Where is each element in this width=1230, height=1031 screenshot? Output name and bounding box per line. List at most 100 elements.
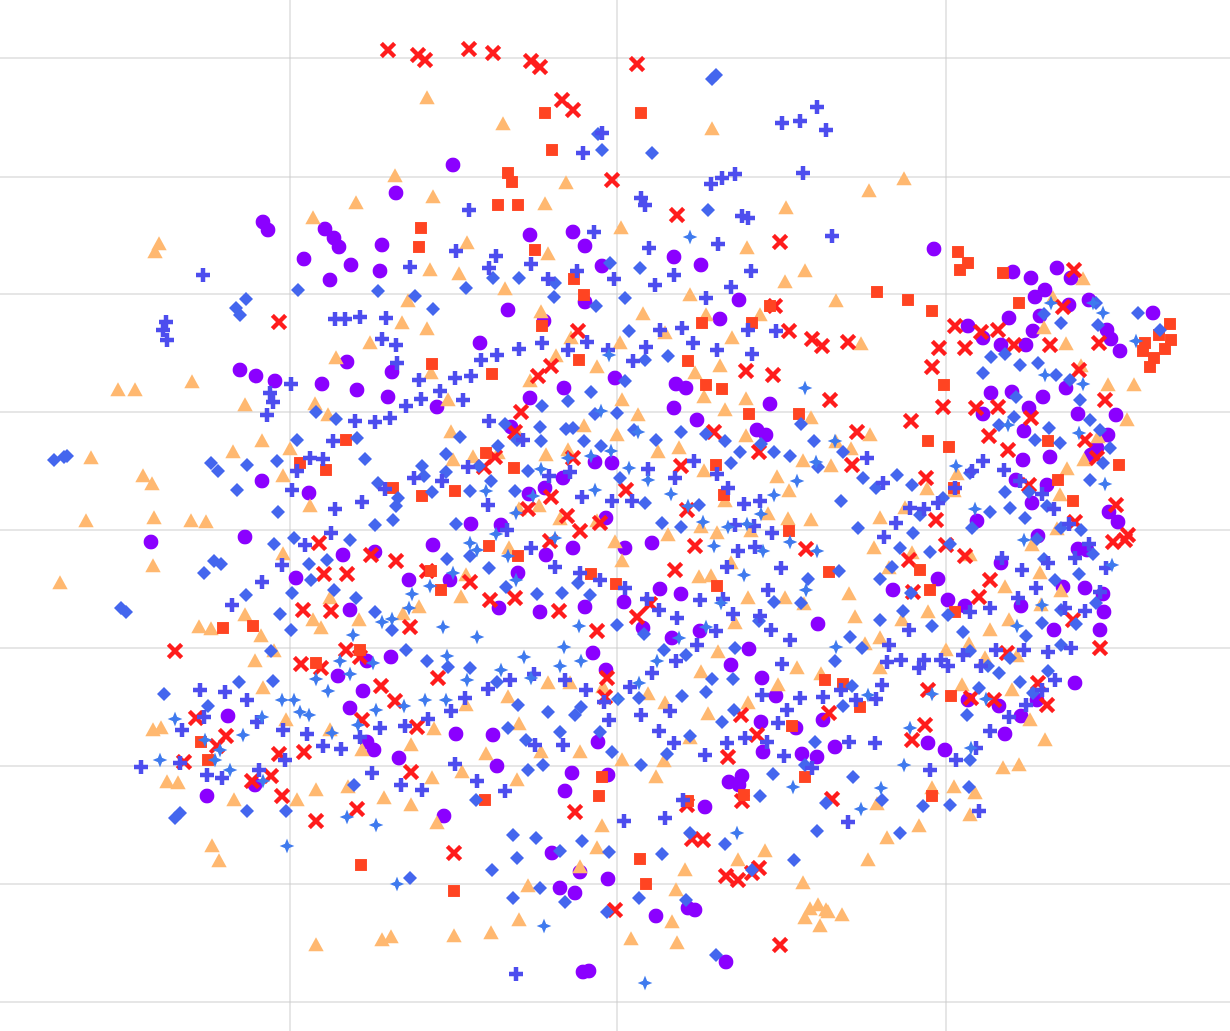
point-cross-22 — [542, 488, 560, 506]
point-diamond-210 — [529, 831, 543, 845]
point-plus-226 — [720, 736, 734, 750]
point-plus-219 — [556, 738, 570, 752]
point-triangle-154 — [1059, 461, 1075, 476]
point-circle-138 — [1103, 331, 1119, 347]
point-circle-137 — [1112, 343, 1128, 359]
point-square-14 — [426, 358, 438, 370]
point-diamond-249 — [906, 526, 920, 540]
point-cross-32 — [764, 366, 782, 384]
point-plus-33 — [699, 291, 713, 305]
point-triangle-143 — [1004, 682, 1020, 697]
point-triangle-8 — [537, 196, 553, 211]
point-triangle-45 — [135, 468, 151, 483]
point-triangle-98 — [429, 815, 445, 830]
point-plus-27 — [524, 257, 538, 271]
point-triangle-153 — [1052, 487, 1068, 502]
point-cross-138 — [970, 588, 988, 606]
point-diamond-198 — [875, 793, 889, 807]
point-diamond-109 — [484, 474, 498, 488]
point-diamond-31 — [439, 447, 453, 461]
point-diamond-12 — [426, 302, 440, 316]
point-triangle-119 — [589, 840, 605, 855]
point-diamond-24 — [661, 349, 675, 363]
point-triangle-239 — [717, 402, 733, 417]
point-plus-241 — [1048, 673, 1062, 687]
point-plus-138 — [903, 501, 917, 515]
point-diamond-72 — [347, 778, 361, 792]
point-cross-48 — [588, 622, 606, 640]
point-cross-4 — [484, 44, 502, 62]
point-triangle-149 — [1053, 583, 1069, 598]
point-triangle-226 — [511, 716, 527, 731]
point-square-26 — [512, 550, 524, 562]
point-diamond-190 — [992, 666, 1006, 680]
point-triangle-61 — [453, 589, 469, 604]
point-plus-90 — [737, 497, 751, 511]
point-triangle-196 — [538, 447, 554, 462]
point-triangle-139 — [995, 760, 1011, 775]
point-plus-28 — [541, 272, 555, 286]
point-square-89 — [294, 457, 306, 469]
point-triangle-211 — [275, 468, 291, 483]
point-circle-85 — [199, 788, 215, 804]
point-triangle-96 — [454, 764, 470, 779]
point-plus-79 — [516, 433, 530, 447]
point-diamond-15 — [512, 271, 526, 285]
point-star-62 — [350, 717, 366, 733]
point-star-86 — [720, 519, 736, 535]
point-diamond-28 — [535, 399, 549, 413]
point-diamond-54 — [197, 566, 211, 580]
point-diamond-254 — [1096, 456, 1110, 470]
point-square-49 — [1013, 297, 1025, 309]
point-cross-74 — [243, 772, 261, 790]
point-diamond-245 — [983, 505, 997, 519]
point-plus-107 — [793, 691, 807, 705]
point-plus-231 — [842, 735, 856, 749]
point-circle-9 — [296, 251, 312, 267]
point-triangle-237 — [769, 469, 785, 484]
point-circle-82 — [448, 726, 464, 742]
point-diamond-141 — [399, 643, 413, 657]
point-circle-67 — [666, 400, 682, 416]
point-diamond-84 — [699, 685, 713, 699]
point-triangle-169 — [872, 510, 888, 525]
point-square-32 — [718, 489, 730, 501]
point-plus-169 — [548, 560, 562, 574]
point-star-90 — [789, 473, 805, 489]
point-triangle-28 — [828, 293, 844, 308]
point-star-57 — [459, 672, 475, 688]
point-plus-35 — [744, 264, 758, 278]
point-diamond-11 — [408, 289, 422, 303]
point-circle-118 — [648, 908, 664, 924]
point-plus-173 — [640, 592, 654, 606]
point-triangle-79 — [847, 609, 863, 624]
point-diamond-43 — [240, 458, 254, 472]
point-plus-71 — [353, 310, 367, 324]
point-plus-140 — [877, 530, 891, 544]
point-diamond-199 — [846, 770, 860, 784]
point-diamond-98 — [692, 498, 706, 512]
point-diamond-275 — [1091, 318, 1105, 332]
point-star-104 — [1075, 376, 1091, 392]
point-triangle-54 — [203, 621, 219, 636]
point-triangle-248 — [820, 904, 836, 919]
point-circle-12 — [565, 224, 581, 240]
point-cross-118 — [999, 441, 1017, 459]
point-plus-15 — [638, 198, 652, 212]
point-cross-16 — [529, 367, 547, 385]
point-diamond-270 — [992, 418, 1006, 432]
point-plus-34 — [724, 280, 738, 294]
point-square-61 — [1144, 361, 1156, 373]
point-plus-84 — [625, 494, 639, 508]
point-diamond-40 — [309, 405, 323, 419]
point-diamond-150 — [391, 491, 405, 505]
point-triangle-127 — [757, 843, 773, 858]
point-star-70 — [422, 578, 438, 594]
point-diamond-123 — [679, 648, 693, 662]
point-triangle-219 — [278, 712, 294, 727]
point-plus-233 — [841, 815, 855, 829]
point-star-81 — [640, 472, 656, 488]
point-cross-92 — [729, 871, 747, 889]
point-plus-62 — [303, 451, 317, 465]
point-diamond-58 — [114, 601, 128, 615]
